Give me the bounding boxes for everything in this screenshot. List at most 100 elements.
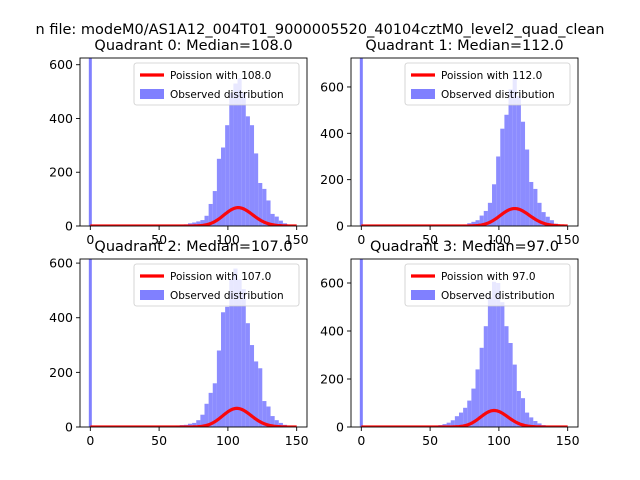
histogram-bar <box>533 188 538 226</box>
y-tick-label: 400 <box>49 111 73 126</box>
y-tick-label: 600 <box>320 79 344 94</box>
plot-area <box>359 259 568 427</box>
histogram-bar <box>479 347 484 427</box>
histogram-bar <box>479 215 484 226</box>
histogram-bar <box>492 184 497 226</box>
histogram-bar <box>233 83 238 226</box>
histogram-bar <box>216 350 222 427</box>
histogram-bar <box>525 412 530 427</box>
histogram-bar <box>249 345 255 427</box>
legend-box <box>404 62 571 106</box>
histogram-bar <box>471 388 476 427</box>
axes-frame <box>350 57 579 227</box>
histogram-bar <box>500 302 505 427</box>
x-tick-label: 0 <box>357 433 365 448</box>
histogram-bar <box>537 423 542 427</box>
subplot-quadrant-0: 0 50 100 150 0 200 400 600 Quadrant 0: Median=10… <box>49 38 309 247</box>
legend-label-observed: Observed distribution <box>441 290 555 302</box>
histogram-bar <box>237 78 242 226</box>
histogram-bar <box>200 220 205 226</box>
histogram-bar <box>520 398 526 427</box>
x-tick-label: 150 <box>556 433 580 448</box>
x-tick-label: 0 <box>86 433 94 448</box>
plot-area <box>88 58 297 226</box>
histogram-bar <box>274 216 279 226</box>
histogram-bar <box>249 125 255 226</box>
histogram-bar <box>208 392 213 427</box>
histogram-bar <box>450 420 455 427</box>
y-tick-label: 600 <box>49 256 73 271</box>
histogram-bar <box>258 368 263 427</box>
y-tick-label: 200 <box>320 172 344 187</box>
subplot-title: Quadrant 3: Median=97.0 <box>370 239 559 255</box>
legend-label-poisson: Poission with 112.0 <box>441 70 542 82</box>
legend-box <box>133 62 300 106</box>
histogram-bar <box>245 323 250 427</box>
y-tick-label: 400 <box>49 310 73 325</box>
legend-label-observed: Observed distribution <box>170 89 284 101</box>
y-tick-label: 600 <box>49 57 73 72</box>
histogram-bar <box>233 268 238 427</box>
x-tick-label: 0 <box>357 232 365 247</box>
histogram-bar <box>520 121 526 226</box>
histogram-bar <box>200 414 205 427</box>
y-tick-label: 600 <box>320 276 344 291</box>
histogram-bar <box>487 297 493 427</box>
histogram-bar <box>508 343 513 427</box>
y-tick-label: 200 <box>49 365 73 380</box>
histogram-bar <box>454 416 459 427</box>
y-tick-label: 0 <box>336 219 344 234</box>
x-tick-label: 100 <box>487 433 511 448</box>
histogram-bar <box>475 220 480 226</box>
histogram-bar <box>278 422 283 427</box>
histogram-bar <box>245 116 250 226</box>
figure-suptitle: n file: modeM0/AS1A12_004T01_9000005520_… <box>36 22 605 38</box>
histogram-bar <box>266 200 271 226</box>
histogram-bar <box>241 92 246 226</box>
histogram-bar <box>270 416 275 427</box>
histogram-bar <box>266 406 271 427</box>
histogram-bar <box>212 191 217 226</box>
histogram-bar <box>529 417 534 427</box>
histogram-bar <box>541 212 546 226</box>
histogram-bar <box>537 202 542 226</box>
y-tick-label: 0 <box>65 219 73 234</box>
histogram-bar <box>262 188 267 226</box>
histogram-bar <box>270 213 275 226</box>
histogram-bar <box>483 326 488 427</box>
subplot-title: Quadrant 1: Median=112.0 <box>365 38 563 54</box>
histogram-bar <box>463 407 468 427</box>
histogram-bar <box>483 210 488 226</box>
legend-label-observed: Observed distribution <box>441 89 555 101</box>
histogram-bar <box>229 279 234 427</box>
histogram-bar <box>492 281 497 427</box>
legend: Poission with 112.0 Observed distribution <box>404 62 571 106</box>
histogram-bar <box>262 401 267 427</box>
x-tick-label: 50 <box>422 433 438 448</box>
histogram-bar <box>221 312 226 427</box>
histogram-bar <box>545 216 550 226</box>
x-tick-label: 150 <box>285 232 309 247</box>
x-tick-label: 50 <box>151 433 167 448</box>
axes-frame <box>79 57 308 227</box>
subplot-quadrant-3: 0 50 100 150 0 200 400 600 Quadrant 3: Median=97… <box>320 239 580 448</box>
histogram-bar <box>216 158 222 226</box>
axes-frame <box>79 258 308 428</box>
legend-label-poisson: Poission with 107.0 <box>170 271 271 283</box>
histogram-bar <box>512 77 517 226</box>
histogram-bar <box>508 89 513 226</box>
legend: Poission with 107.0 Observed distribution <box>133 263 300 307</box>
y-tick-label: 0 <box>336 420 344 435</box>
histogram-bar <box>204 403 209 427</box>
histogram-bar <box>504 114 509 226</box>
legend: Poission with 97.0 Observed distribution <box>404 263 571 307</box>
histogram-bar <box>254 153 259 226</box>
histogram-bar <box>487 202 493 226</box>
x-tick-label: 0 <box>86 232 94 247</box>
legend-bar-swatch <box>411 89 435 99</box>
y-tick-label: 200 <box>49 165 73 180</box>
legend-box <box>133 263 300 307</box>
histogram-bar <box>467 400 472 427</box>
histogram-bar-zero <box>88 58 92 226</box>
histogram-bar <box>496 156 501 226</box>
